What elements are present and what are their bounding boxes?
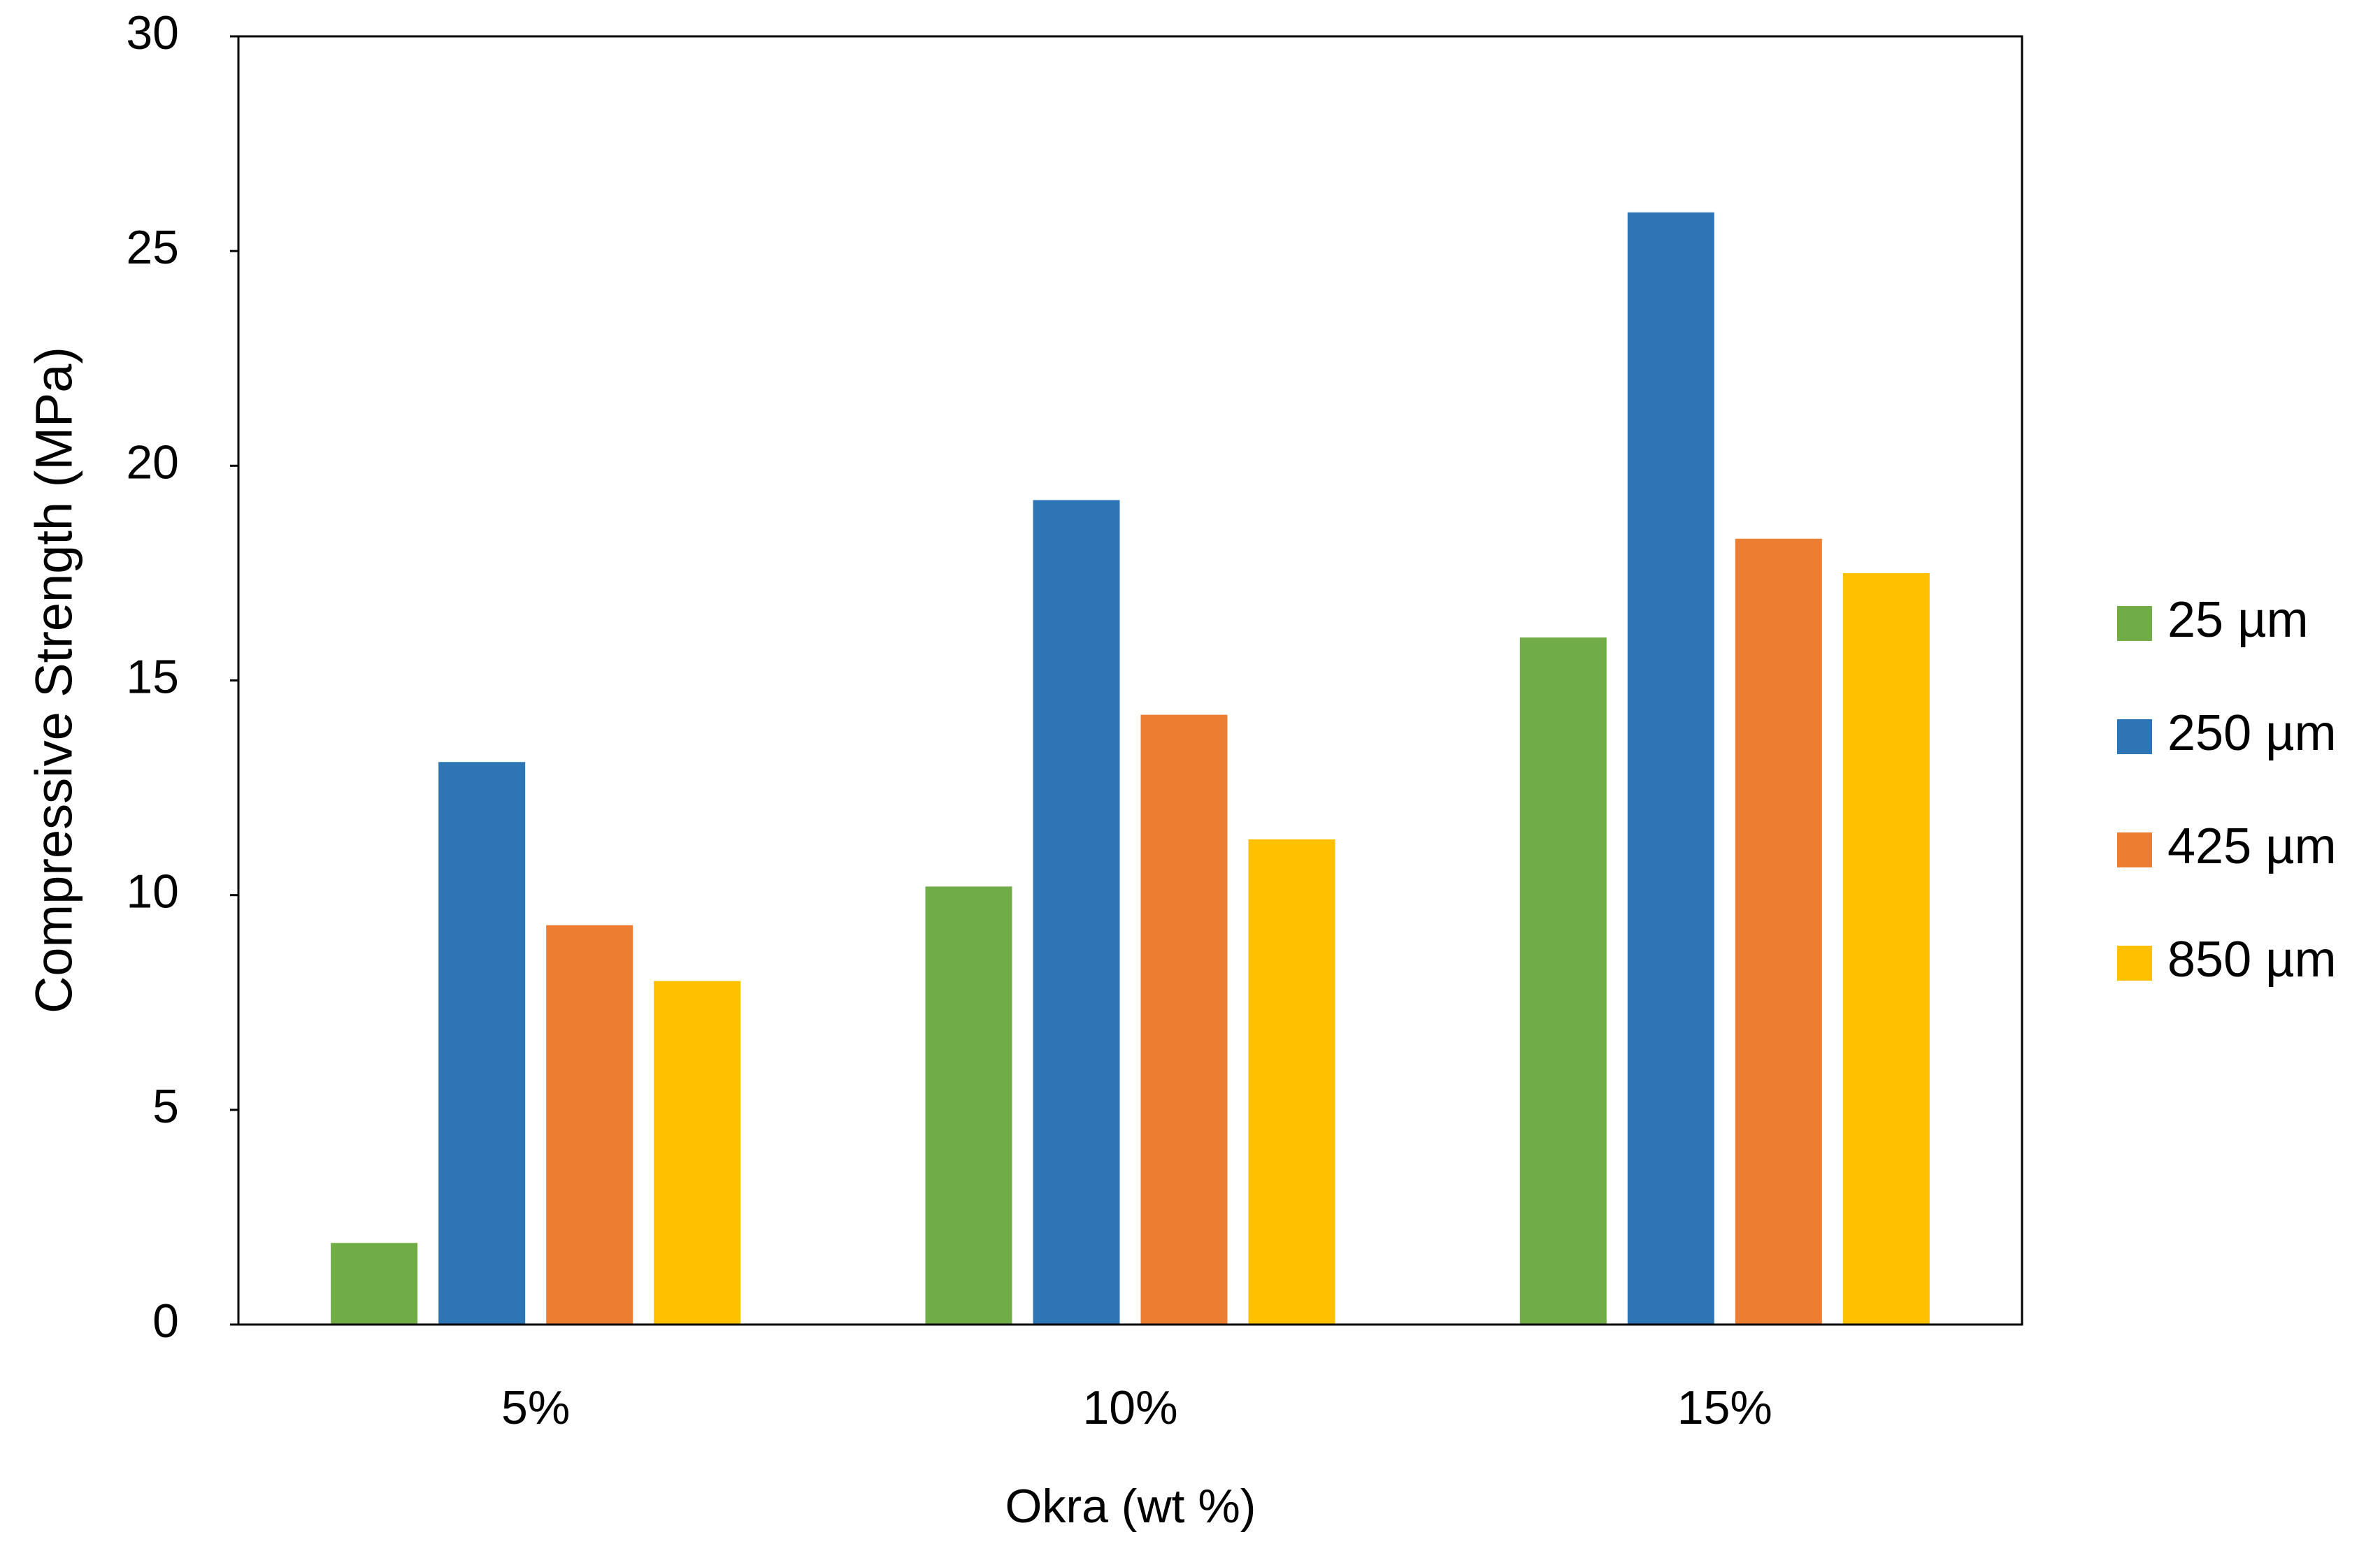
- x-tick-label: 15%: [1677, 1381, 1772, 1434]
- plot-frame: [237, 35, 2023, 1326]
- legend-label: 850 µm: [2167, 932, 2337, 988]
- x-axis-label: Okra (wt %): [1005, 1480, 1256, 1533]
- bar: [654, 981, 741, 1325]
- y-tick-label: 20: [126, 435, 179, 489]
- legend-swatch: [2117, 606, 2152, 641]
- y-tick-label: 15: [126, 650, 179, 703]
- y-tick-label: 0: [152, 1294, 179, 1348]
- bar: [1627, 212, 1714, 1325]
- legend-label: 250 µm: [2167, 705, 2337, 761]
- bar: [1248, 839, 1335, 1325]
- y-tick-label: 5: [152, 1080, 179, 1133]
- y-axis-label: Compressive Strength (MPa): [25, 347, 83, 1013]
- legend-label: 25 µm: [2167, 592, 2309, 648]
- legend-swatch: [2117, 719, 2152, 754]
- x-tick-label: 5%: [501, 1381, 570, 1434]
- y-tick-label: 10: [126, 865, 179, 918]
- legend-swatch: [2117, 832, 2152, 867]
- y-tick-label: 25: [126, 221, 179, 274]
- bar: [1033, 500, 1120, 1325]
- bar: [1842, 572, 1930, 1325]
- bar: [1519, 637, 1607, 1325]
- bar: [925, 886, 1012, 1325]
- legend-swatch: [2117, 946, 2152, 981]
- x-tick-label: 10%: [1082, 1381, 1177, 1434]
- bar: [331, 1243, 418, 1325]
- y-tick-label: 30: [126, 6, 179, 59]
- bar: [546, 925, 633, 1325]
- bar: [438, 762, 526, 1325]
- bar: [1735, 538, 1822, 1325]
- bar: [1140, 714, 1228, 1325]
- legend-label: 425 µm: [2167, 818, 2337, 874]
